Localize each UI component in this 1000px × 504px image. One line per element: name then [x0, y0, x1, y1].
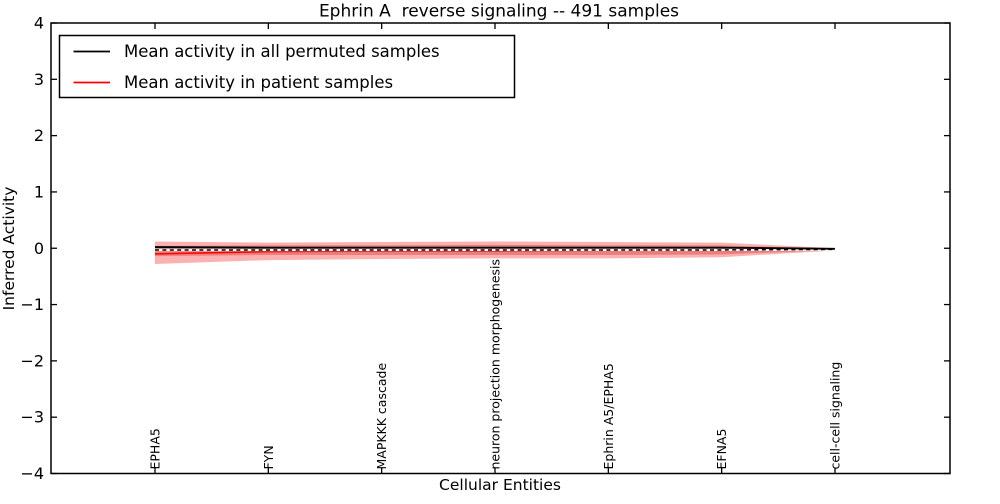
x-tick-label: EPHA5 — [148, 428, 163, 469]
y-tick-label: 1 — [34, 182, 44, 201]
permuted-mean-line — [154, 246, 836, 250]
x-tick-label: FYN — [261, 445, 276, 469]
legend-label-patient: Mean activity in patient samples — [124, 73, 393, 92]
y-tick-labels-group: −4 −3 −2 −1 0 1 2 3 4 — [20, 14, 44, 484]
x-tick-label: EFNA5 — [714, 429, 729, 470]
series-lines-group — [154, 246, 836, 255]
y-tick-label: −2 — [20, 351, 44, 370]
x-tick-label: MAPKKK cascade — [374, 363, 389, 470]
x-tick-label: Ephrin A5/EPHA5 — [601, 363, 616, 469]
legend-box — [58, 34, 516, 99]
legend-label-permuted: Mean activity in all permuted samples — [124, 42, 440, 61]
x-tick-labels-group: EPHA5 FYN MAPKKK cascade neuron projection … — [148, 259, 843, 470]
y-tick-label: 3 — [34, 70, 44, 89]
y-tick-label: 2 — [34, 126, 44, 145]
y-axis-label: Inferred Activity — [0, 187, 18, 311]
legend: Mean activity in all permuted samples Me… — [58, 34, 516, 99]
plot-frame — [50, 22, 951, 475]
y-tick-label: −1 — [20, 295, 44, 314]
zero-reference-dashed-line — [155, 248, 836, 251]
x-axis-label: Cellular Entities — [439, 476, 561, 494]
figure-title: Ephrin A reverse signaling -- 491 sample… — [319, 2, 679, 22]
y-tick-label: 4 — [34, 14, 44, 33]
y-tick-label: −4 — [20, 464, 44, 483]
x-tick-label: neuron projection morphogenesis — [487, 259, 502, 470]
y-tick-label: 0 — [34, 239, 44, 258]
x-tick-label: cell-cell signaling — [827, 362, 842, 470]
y-tick-label: −3 — [20, 408, 44, 427]
